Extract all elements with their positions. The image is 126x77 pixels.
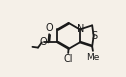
Text: N: N (77, 24, 84, 34)
Text: Me: Me (86, 53, 100, 62)
Text: S: S (91, 31, 97, 41)
Text: O: O (45, 23, 53, 33)
Text: Cl: Cl (64, 54, 73, 64)
Text: O: O (40, 37, 47, 47)
